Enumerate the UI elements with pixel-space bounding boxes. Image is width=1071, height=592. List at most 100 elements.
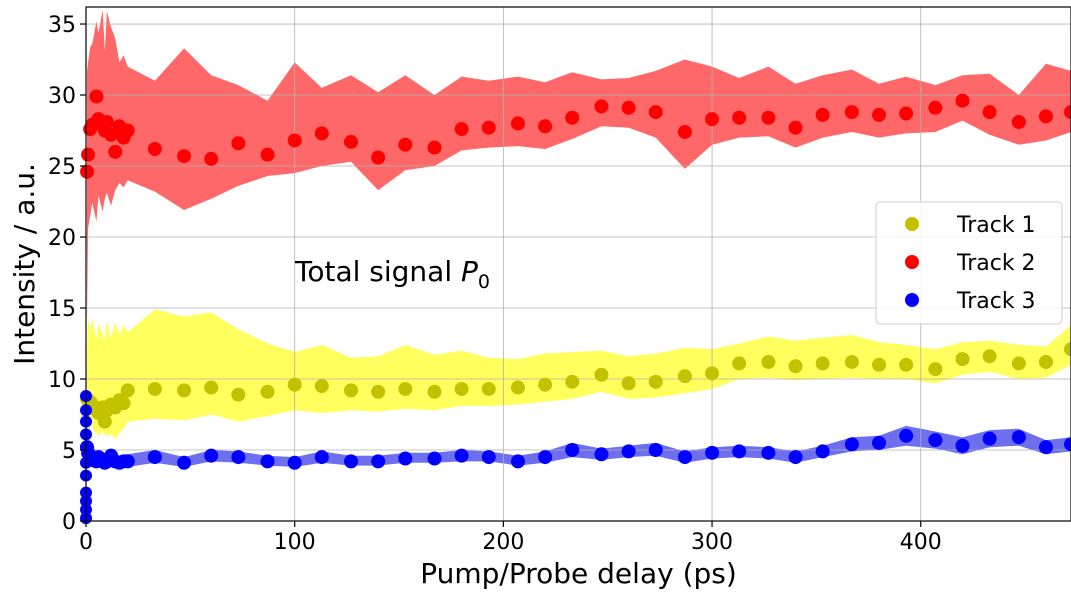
point-track-1 — [1011, 356, 1026, 371]
point-track-2 — [955, 93, 970, 108]
point-track-3 — [899, 428, 914, 443]
point-track-1 — [454, 381, 469, 396]
point-track-3 — [982, 431, 997, 446]
point-track-1 — [872, 357, 887, 372]
legend-box — [875, 201, 1063, 325]
point-track-3 — [260, 454, 275, 469]
point-track-2 — [120, 123, 135, 138]
point-track-2 — [1038, 109, 1053, 124]
point-track-1 — [97, 414, 112, 429]
point-track-2 — [621, 100, 636, 115]
legend-label-track-2: Track 2 — [956, 251, 1036, 276]
point-track-1 — [538, 377, 553, 392]
point-track-1 — [648, 374, 663, 389]
point-track-2 — [705, 112, 720, 127]
axis-ticks: 0 100 200 300 400 0 5 10 15 20 25 30 35 — [48, 13, 942, 555]
point-track-3 — [677, 450, 692, 465]
annotation-symbol: P — [461, 255, 478, 288]
point-track-2 — [314, 126, 329, 141]
point-track-2 — [427, 140, 442, 155]
point-track-3 — [594, 447, 609, 462]
point-track-2 — [732, 110, 747, 125]
point-track-3 — [705, 445, 720, 460]
point-track-2 — [344, 134, 359, 149]
point-track-1 — [1064, 342, 1071, 357]
point-track-3 — [788, 450, 803, 465]
band-track-3 — [87, 425, 1071, 469]
annotation-subscript: 0 — [478, 271, 490, 293]
point-track-3 — [621, 444, 636, 459]
point-track-2 — [594, 99, 609, 114]
x-tick-label: 200 — [482, 530, 524, 555]
point-track-2 — [398, 137, 413, 152]
y-tick-label: 5 — [62, 439, 76, 464]
y-tick-label: 20 — [48, 226, 76, 251]
legend-marker-track-1 — [905, 217, 919, 231]
point-track-3 — [510, 454, 525, 469]
y-tick-label: 0 — [62, 510, 76, 535]
point-track-1 — [427, 384, 442, 399]
point-track-3 — [481, 450, 496, 465]
point-track-2 — [844, 105, 859, 120]
point-track-1 — [231, 387, 246, 402]
point-track-3 — [371, 454, 386, 469]
point-track-1 — [177, 383, 192, 398]
band-track-2 — [87, 9, 1071, 326]
point-track-1 — [116, 396, 131, 411]
point-track-3 — [147, 450, 162, 465]
point-track-1 — [928, 362, 943, 377]
point-track-3 — [1011, 430, 1026, 445]
error-bands — [87, 9, 1071, 469]
point-track-1 — [1038, 354, 1053, 369]
point-track-3 — [314, 450, 329, 465]
y-tick-label: 10 — [48, 368, 76, 393]
point-track-2 — [648, 105, 663, 120]
point-track-2 — [899, 106, 914, 121]
point-track-2 — [147, 141, 162, 156]
y-axis-label: Intensity / a.u. — [8, 163, 41, 365]
point-track-3 — [427, 451, 442, 466]
x-tick-label: 0 — [79, 530, 93, 555]
legend-label-track-3: Track 3 — [956, 289, 1036, 314]
legend: Track 1 Track 2 Track 3 — [875, 201, 1063, 325]
point-track-1 — [287, 377, 302, 392]
x-tick-label: 100 — [274, 530, 316, 555]
point-track-1 — [260, 384, 275, 399]
point-track-2 — [565, 110, 580, 125]
point-track-1 — [899, 357, 914, 372]
point-track-3 — [454, 448, 469, 463]
point-track-1 — [955, 352, 970, 367]
point-track-3 — [204, 448, 219, 463]
point-track-2 — [1011, 115, 1026, 130]
band-track-1 — [87, 309, 1071, 439]
point-track-3 — [1064, 437, 1071, 452]
point-track-2 — [481, 120, 496, 135]
legend-marker-track-2 — [905, 255, 919, 269]
point-track-2 — [788, 120, 803, 135]
point-track-1 — [147, 381, 162, 396]
point-track-3 — [565, 443, 580, 458]
point-track-1 — [120, 383, 135, 398]
point-track-2 — [89, 89, 104, 104]
point-track-3 — [648, 443, 663, 458]
point-track-2 — [99, 115, 114, 130]
point-track-1 — [510, 380, 525, 395]
point-track-3 — [398, 451, 413, 466]
y-tick-label: 35 — [48, 13, 76, 38]
point-track-3 — [344, 454, 359, 469]
point-track-1 — [204, 380, 219, 395]
point-track-1 — [844, 354, 859, 369]
point-track-2 — [81, 147, 96, 162]
point-track-2 — [260, 147, 275, 162]
point-track-2 — [872, 107, 887, 122]
point-track-1 — [982, 349, 997, 364]
x-tick-label: 300 — [691, 530, 733, 555]
point-track-3 — [928, 433, 943, 448]
point-track-3 — [872, 435, 887, 450]
point-track-2 — [231, 136, 246, 151]
plot-frame — [85, 6, 1071, 522]
point-track-2 — [510, 116, 525, 131]
legend-marker-track-3 — [905, 293, 919, 307]
point-track-1 — [565, 374, 580, 389]
